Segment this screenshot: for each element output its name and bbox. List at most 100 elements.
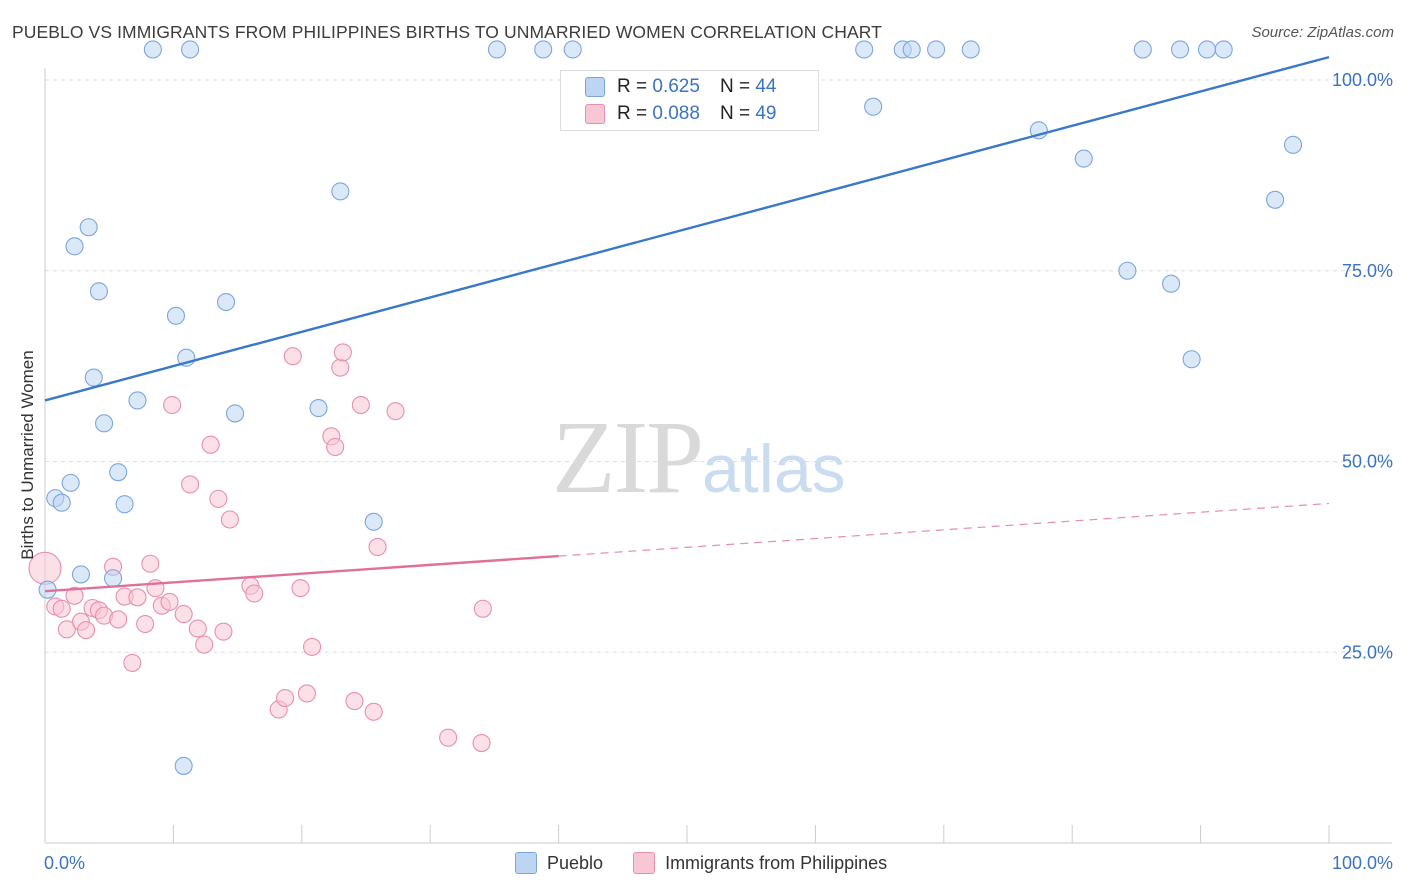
axes <box>44 68 1392 844</box>
point-philippines <box>333 343 352 362</box>
point-philippines <box>141 554 160 573</box>
point-pueblo <box>487 40 507 59</box>
point-philippines <box>214 622 233 641</box>
y-tick-label: 100.0% <box>1332 70 1393 90</box>
r-label: R = <box>617 76 648 97</box>
point-pueblo <box>128 391 147 410</box>
point-pueblo <box>52 493 71 512</box>
point-philippines <box>136 614 155 634</box>
legend-item-philippines[interactable]: Immigrants from Philippines <box>633 852 887 874</box>
point-pueblo <box>1283 135 1303 154</box>
stats-swatch-philippines <box>585 104 605 124</box>
point-pueblo <box>563 40 582 59</box>
point-philippines <box>245 584 264 603</box>
point-pueblo <box>1133 40 1152 59</box>
y-tick-label: 75.0% <box>1342 261 1393 281</box>
point-philippines <box>473 599 492 618</box>
point-philippines <box>368 537 387 557</box>
point-pueblo <box>902 40 921 59</box>
point-philippines <box>283 347 302 366</box>
tick-labels: 25.0% 50.0% 75.0% 100.0% 0.0% 100.0% <box>44 70 1393 873</box>
stats-row-philippines: R = 0.088 N = 49 <box>585 101 776 127</box>
trendline-dashed-philippines <box>558 502 1330 557</box>
point-philippines <box>209 489 228 508</box>
point-philippines <box>303 637 322 656</box>
y-tick-label: 50.0% <box>1342 452 1393 472</box>
point-philippines <box>195 635 214 654</box>
point-pueblo <box>71 565 91 584</box>
point-pueblo <box>1162 274 1181 293</box>
trendline-pueblo <box>44 55 1330 402</box>
watermark: ZIPatlas <box>552 398 846 517</box>
point-pueblo <box>115 495 134 514</box>
trend-lines <box>44 55 1330 593</box>
point-philippines <box>77 621 96 640</box>
points-philippines <box>28 343 492 753</box>
r-value-philippines: 0.088 <box>652 103 700 124</box>
legend: Pueblo Immigrants from Philippines <box>515 852 917 874</box>
point-philippines <box>181 475 200 494</box>
legend-swatch-philippines <box>633 852 656 874</box>
point-pueblo <box>961 40 980 59</box>
point-pueblo <box>855 40 874 59</box>
point-philippines <box>128 588 147 607</box>
point-pueblo <box>104 569 123 588</box>
point-pueblo <box>927 40 946 59</box>
point-pueblo <box>166 306 186 325</box>
point-pueblo <box>309 399 328 418</box>
point-pueblo <box>1074 149 1093 168</box>
point-pueblo <box>1118 261 1137 280</box>
y-axis-label: Births to Unmarried Women <box>18 350 37 560</box>
n-label: N = <box>719 76 751 97</box>
point-philippines <box>276 688 295 708</box>
point-philippines <box>326 437 345 457</box>
point-pueblo <box>364 512 383 531</box>
stats-row-pueblo: R = 0.625 N = 44 <box>585 74 776 100</box>
point-philippines <box>331 358 350 377</box>
point-pueblo <box>181 40 200 59</box>
source-credit: Source: ZipAtlas.com <box>1251 24 1394 41</box>
point-pueblo <box>1197 40 1217 59</box>
point-philippines <box>174 605 193 624</box>
point-pueblo <box>61 473 80 492</box>
point-philippines <box>65 586 84 605</box>
point-pueblo <box>1182 350 1201 369</box>
stats-box: R = 0.625 N = 44 R = 0.088 N = 49 <box>560 70 819 131</box>
legend-label-philippines: Immigrants from Philippines <box>665 852 888 873</box>
watermark-atlas: atlas <box>702 431 846 507</box>
point-philippines <box>351 395 370 415</box>
point-philippines <box>364 702 383 721</box>
point-pueblo <box>331 182 350 201</box>
point-pueblo <box>1171 40 1190 59</box>
legend-item-pueblo[interactable]: Pueblo <box>515 852 603 874</box>
point-philippines <box>291 579 310 598</box>
point-philippines <box>188 619 207 638</box>
points-pueblo <box>38 40 1303 775</box>
x-tick-label-max: 100.0% <box>1332 853 1393 873</box>
point-pueblo <box>534 40 553 59</box>
point-philippines <box>57 620 76 639</box>
point-pueblo <box>109 463 128 482</box>
point-pueblo <box>65 237 84 256</box>
point-pueblo <box>79 218 98 237</box>
point-pueblo <box>84 368 103 387</box>
point-pueblo <box>89 282 108 301</box>
y-tick-label: 25.0% <box>1342 642 1393 662</box>
trendline-philippines <box>44 554 559 593</box>
point-philippines <box>160 592 179 611</box>
point-pueblo <box>864 97 883 116</box>
n-value-pueblo: 44 <box>755 76 777 97</box>
point-pueblo <box>143 40 162 59</box>
stats-swatch-pueblo <box>585 77 605 97</box>
r-value-pueblo: 0.625 <box>652 76 700 97</box>
point-pueblo <box>1214 40 1233 59</box>
legend-label-pueblo: Pueblo <box>547 852 604 873</box>
legend-swatch-pueblo <box>515 852 537 874</box>
watermark-zip: ZIP <box>552 400 704 515</box>
r-label: R = <box>617 103 648 124</box>
point-philippines <box>220 510 239 529</box>
point-pueblo <box>216 292 236 312</box>
chart-title: PUEBLO VS IMMIGRANTS FROM PHILIPPINES BI… <box>12 22 882 42</box>
point-pueblo <box>174 756 193 775</box>
